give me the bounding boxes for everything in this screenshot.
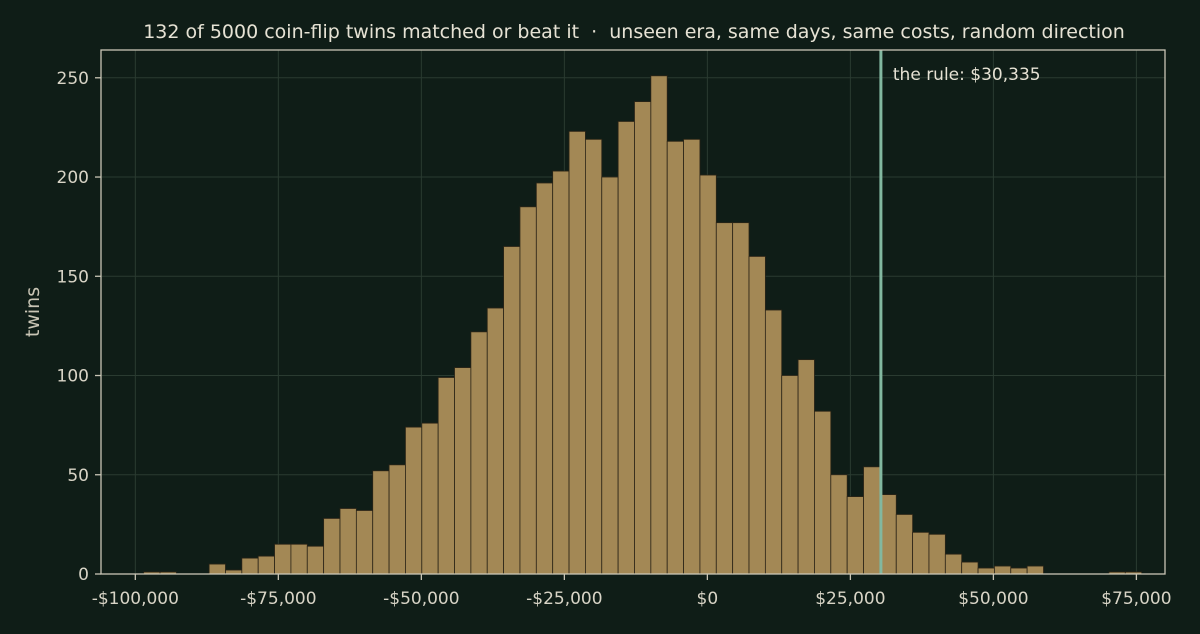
histogram-bar — [912, 531, 930, 575]
histogram-bar — [274, 543, 292, 575]
plot-frame — [100, 49, 1166, 575]
histogram-bar — [715, 222, 734, 575]
chart-title: 132 of 5000 coin-flip twins matched or b… — [143, 21, 1125, 43]
histogram-bar — [1010, 567, 1028, 575]
histogram-bar — [241, 557, 259, 575]
y-tick-label: 0 — [78, 565, 89, 585]
histogram-bar — [977, 567, 995, 575]
histogram-bar — [437, 377, 455, 575]
histogram-bars — [143, 75, 1143, 575]
histogram-bar — [863, 466, 881, 575]
histogram-bar — [617, 121, 635, 575]
y-tick-label: 150 — [57, 267, 89, 287]
y-tick-label: 100 — [57, 367, 89, 387]
histogram-bar — [208, 563, 226, 575]
x-tick-label: $0 — [697, 589, 719, 609]
x-tick-label: $25,000 — [815, 589, 885, 609]
histogram-bar — [781, 375, 799, 575]
histogram-bar — [421, 422, 439, 575]
histogram-bar — [290, 543, 308, 575]
histogram-bar — [944, 553, 963, 575]
histogram-bar — [552, 170, 570, 575]
x-tick-label: $50,000 — [958, 589, 1028, 609]
x-tick-label: -$75,000 — [240, 589, 316, 609]
y-tick-label: 50 — [67, 466, 89, 486]
histogram-bar — [732, 222, 750, 575]
histogram-bar — [388, 464, 406, 575]
histogram-bar — [257, 555, 275, 575]
y-axis-label: twins — [22, 287, 44, 337]
histogram-bar — [519, 206, 537, 575]
histogram-bar — [454, 367, 472, 575]
histogram-bar — [830, 474, 848, 575]
histogram-bar — [568, 130, 586, 575]
histogram-bar — [650, 75, 668, 575]
histogram-bar — [961, 561, 979, 575]
marker-group: the rule: $30,335 — [879, 50, 1041, 574]
histogram-bar — [634, 101, 652, 575]
histogram-bar — [814, 410, 832, 575]
x-tick-label: $75,000 — [1101, 589, 1171, 609]
histogram-bar — [585, 138, 603, 575]
histogram-bar — [503, 246, 521, 575]
histogram-bar — [699, 174, 717, 575]
histogram-bar — [372, 470, 390, 575]
rule-marker-label: the rule: $30,335 — [893, 65, 1041, 85]
x-tick-label: -$100,000 — [92, 589, 179, 609]
histogram-bar — [323, 518, 341, 575]
histogram-bar — [666, 140, 684, 575]
histogram-bar — [1026, 565, 1044, 575]
histogram-bar — [928, 533, 946, 575]
y-tick-label: 200 — [57, 168, 89, 188]
histogram-bar — [535, 182, 554, 575]
x-tick-label: -$50,000 — [383, 589, 459, 609]
histogram-bar — [601, 176, 619, 575]
histogram-bar — [764, 309, 783, 575]
histogram-bar — [306, 545, 325, 575]
histogram-bar — [405, 426, 423, 575]
histogram-bar — [748, 256, 766, 575]
histogram-bar — [994, 565, 1012, 575]
axes: -$100,000 -$75,000 -$50,000 -$25,000 $0 $25,0… — [57, 49, 1172, 609]
histogram-bar — [339, 508, 357, 575]
histogram-bar — [355, 510, 374, 575]
x-tick-label: -$25,000 — [526, 589, 602, 609]
histogram-bar — [683, 138, 701, 575]
histogram-bar — [895, 514, 914, 575]
histogram-bar — [846, 496, 864, 575]
histogram-bar — [470, 331, 488, 575]
histogram-bar — [486, 307, 505, 575]
y-tick-label: 250 — [57, 69, 89, 89]
histogram-bar — [797, 359, 815, 575]
